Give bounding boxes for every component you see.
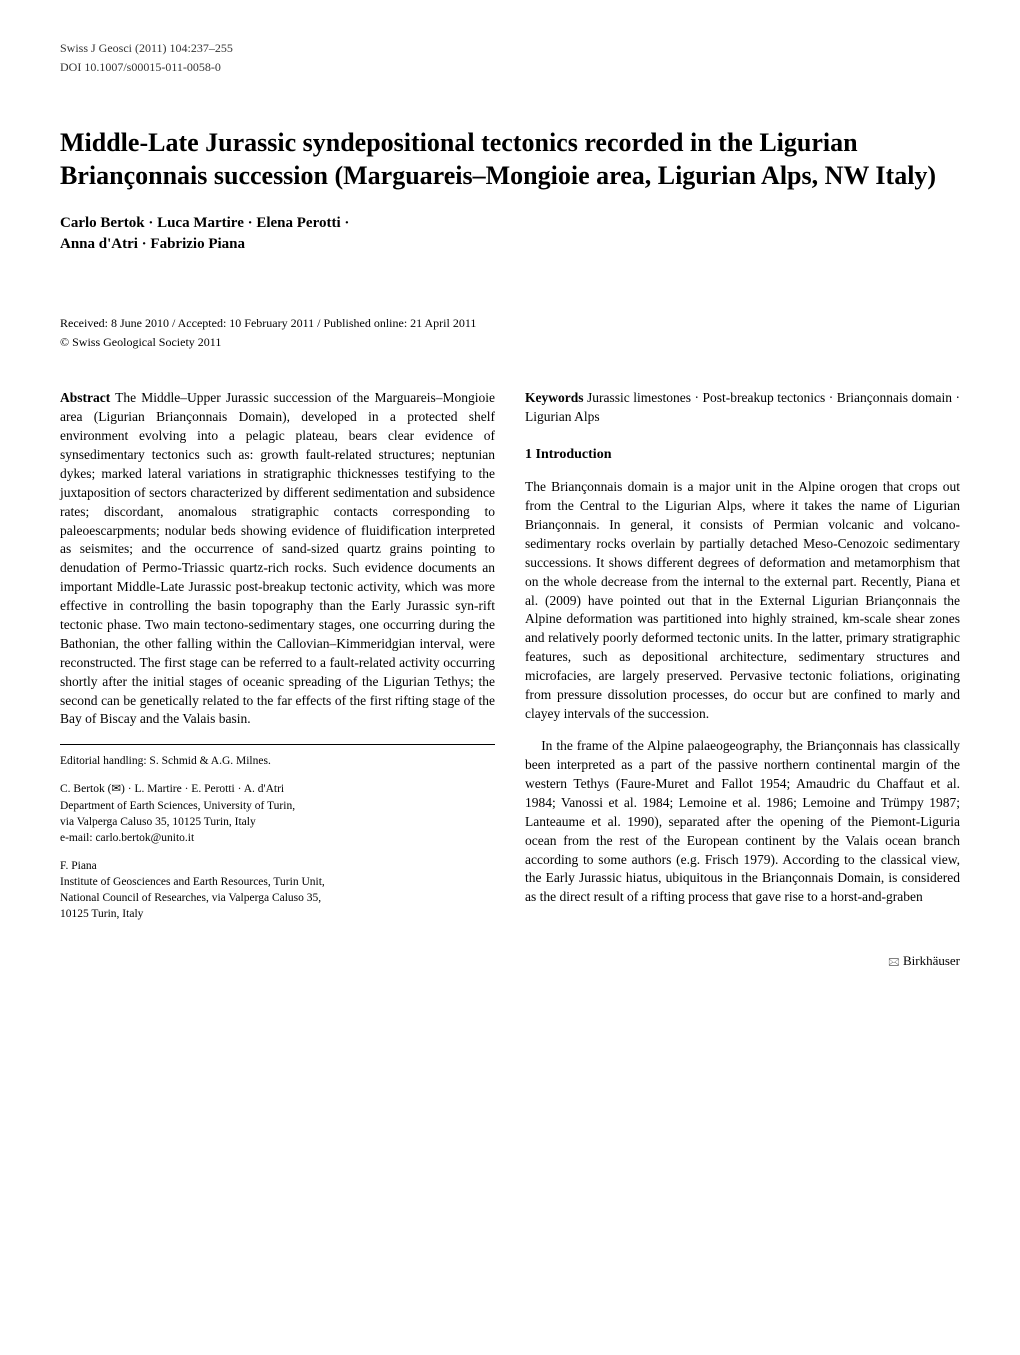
author-list: Carlo Bertok · Luca Martire · Elena Pero… xyxy=(60,213,960,255)
affil2-city: 10125 Turin, Italy xyxy=(60,906,495,922)
affil2-addr: National Council of Researches, via Valp… xyxy=(60,890,495,906)
editorial-handling: Editorial handling: S. Schmid & A.G. Mil… xyxy=(60,744,495,769)
intro-paragraph-2: In the frame of the Alpine palaeogeograp… xyxy=(525,737,960,907)
abstract-paragraph: Abstract The Middle–Upper Jurassic succe… xyxy=(60,389,495,729)
authors-line-2: Anna d'Atri · Fabrizio Piana xyxy=(60,234,960,255)
section-1-heading: 1 Introduction xyxy=(525,445,960,465)
right-column: Keywords Jurassic limestones · Post-brea… xyxy=(525,376,960,922)
affil1-names: C. Bertok (✉) · L. Martire · E. Perotti … xyxy=(60,781,495,797)
affil1-addr: via Valperga Caluso 35, 10125 Turin, Ita… xyxy=(60,814,495,830)
publisher-footer: 🖂 Birkhäuser xyxy=(60,952,960,970)
affil2-dept: Institute of Geosciences and Earth Resou… xyxy=(60,874,495,890)
keywords-text: Jurassic limestones · Post-breakup tecto… xyxy=(525,390,960,424)
article-dates: Received: 8 June 2010 / Accepted: 10 Feb… xyxy=(60,315,960,332)
keywords-paragraph: Keywords Jurassic limestones · Post-brea… xyxy=(525,389,960,427)
abstract-text: The Middle–Upper Jurassic succession of … xyxy=(60,390,495,726)
affil2-names: F. Piana xyxy=(60,858,495,874)
doi-line: DOI 10.1007/s00015-011-0058-0 xyxy=(60,59,960,76)
affil1-email: e-mail: carlo.bertok@unito.it xyxy=(60,830,495,846)
authors-line-1: Carlo Bertok · Luca Martire · Elena Pero… xyxy=(60,213,960,234)
keywords-label: Keywords xyxy=(525,390,584,405)
affiliation-2: F. Piana Institute of Geosciences and Ea… xyxy=(60,858,495,922)
publisher-icon: 🖂 xyxy=(888,957,900,968)
intro-paragraph-1: The Briançonnais domain is a major unit … xyxy=(525,478,960,724)
abstract-label: Abstract xyxy=(60,390,110,405)
copyright-line: © Swiss Geological Society 2011 xyxy=(60,334,960,351)
affiliation-1: C. Bertok (✉) · L. Martire · E. Perotti … xyxy=(60,781,495,845)
left-column: Abstract The Middle–Upper Jurassic succe… xyxy=(60,376,495,922)
affil1-dept: Department of Earth Sciences, University… xyxy=(60,798,495,814)
article-title: Middle-Late Jurassic syndepositional tec… xyxy=(60,126,960,194)
main-content: Abstract The Middle–Upper Jurassic succe… xyxy=(60,376,960,922)
journal-header: Swiss J Geosci (2011) 104:237–255 xyxy=(60,40,960,57)
publisher-name: Birkhäuser xyxy=(903,953,960,968)
